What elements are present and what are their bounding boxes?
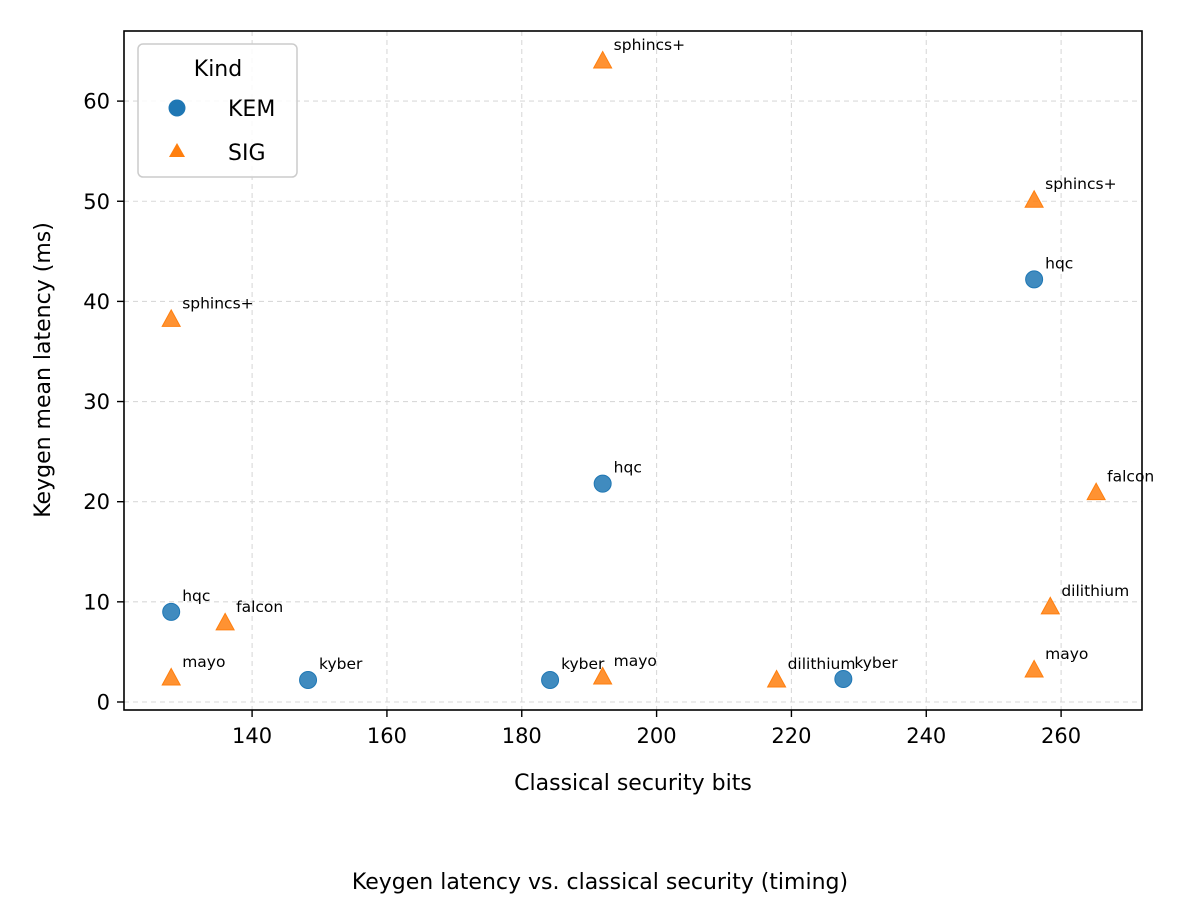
x-tick-label: 240 bbox=[906, 724, 946, 748]
point-label: hqc bbox=[182, 587, 210, 605]
x-tick-label: 220 bbox=[771, 724, 811, 748]
y-tick-label: 0 bbox=[97, 690, 110, 714]
kem-point bbox=[1025, 270, 1044, 289]
point-label: kyber bbox=[561, 655, 605, 673]
kem-point bbox=[541, 670, 560, 689]
legend-kem-marker bbox=[168, 99, 186, 117]
sig-point bbox=[161, 667, 182, 686]
legend-sig-label: SIG bbox=[228, 141, 266, 166]
sig-point bbox=[592, 666, 613, 685]
plot-frame bbox=[123, 30, 1143, 711]
point-label: mayo bbox=[182, 653, 225, 671]
kem-point bbox=[162, 602, 181, 621]
point-label: falcon bbox=[236, 598, 283, 616]
point-label: kyber bbox=[319, 655, 363, 673]
point-labels: hqc kyber kyber hqc kyber hqc sphincs+ mayo falc… bbox=[182, 36, 1154, 673]
legend-kem-label: KEM bbox=[228, 97, 275, 122]
legend-box bbox=[137, 43, 298, 178]
point-label: kyber bbox=[854, 654, 898, 672]
sig-point bbox=[1086, 482, 1106, 501]
data-points bbox=[161, 50, 1106, 689]
x-tick-label: 180 bbox=[502, 724, 542, 748]
point-label: hqc bbox=[614, 459, 642, 477]
y-tick-label: 50 bbox=[83, 190, 110, 214]
point-label: sphincs+ bbox=[614, 36, 685, 54]
y-axis-label: Keygen mean latency (ms) bbox=[31, 222, 56, 518]
sig-point bbox=[766, 669, 787, 688]
chart-caption: Keygen latency vs. classical security (t… bbox=[352, 870, 848, 895]
x-tick-label: 140 bbox=[232, 724, 272, 748]
y-tick-label: 20 bbox=[83, 490, 110, 514]
sig-point bbox=[161, 308, 182, 327]
x-axis-ticks: 140 160 180 200 220 240 260 bbox=[232, 710, 1081, 748]
y-tick-label: 40 bbox=[83, 290, 110, 314]
point-label: mayo bbox=[614, 652, 657, 670]
legend-title: Kind bbox=[194, 57, 242, 82]
y-tick-label: 10 bbox=[83, 590, 110, 614]
legend-sig-marker bbox=[169, 143, 185, 157]
point-label: sphincs+ bbox=[182, 294, 253, 312]
grid-lines bbox=[124, 31, 1142, 710]
sig-point bbox=[1024, 659, 1044, 678]
point-label: dilithium bbox=[788, 655, 856, 673]
sig-point bbox=[215, 612, 235, 631]
x-tick-label: 160 bbox=[367, 724, 407, 748]
sig-point bbox=[1040, 596, 1061, 615]
point-label: dilithium bbox=[1061, 582, 1129, 600]
kem-point bbox=[834, 669, 853, 688]
y-tick-label: 30 bbox=[83, 390, 110, 414]
legend: Kind KEM SIG bbox=[137, 43, 298, 178]
y-tick-label: 60 bbox=[83, 90, 110, 114]
point-label: mayo bbox=[1045, 645, 1088, 663]
y-axis-ticks: 0 10 20 30 40 50 60 bbox=[83, 90, 124, 714]
kem-point bbox=[299, 670, 318, 689]
point-label: hqc bbox=[1045, 254, 1073, 272]
x-axis-label: Classical security bits bbox=[514, 771, 752, 796]
kem-point bbox=[593, 474, 612, 493]
x-tick-label: 260 bbox=[1041, 724, 1081, 748]
sig-point bbox=[1024, 189, 1044, 208]
sig-point bbox=[592, 50, 613, 69]
point-label: falcon bbox=[1107, 468, 1154, 486]
point-label: sphincs+ bbox=[1045, 175, 1116, 193]
x-tick-label: 200 bbox=[637, 724, 677, 748]
